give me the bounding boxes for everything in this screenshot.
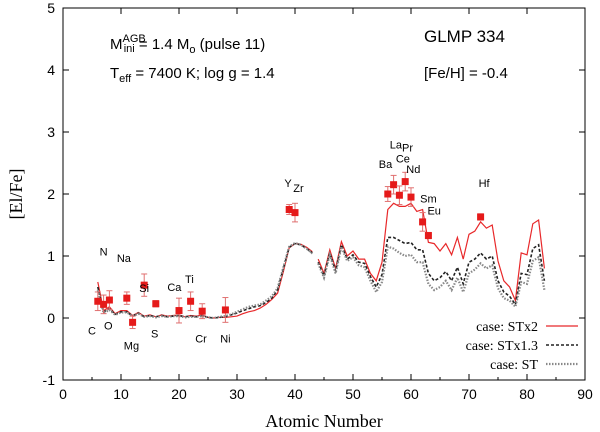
data-point-S: [152, 300, 160, 308]
x-tick-label: 90: [577, 386, 593, 402]
data-point-Eu: [424, 232, 432, 240]
x-tick-label: 20: [171, 386, 187, 402]
element-label-S: S: [151, 329, 158, 341]
x-tick-label: 70: [461, 386, 477, 402]
data-point-Cr: [198, 307, 206, 315]
data-point-Si: [140, 281, 148, 289]
element-label-Y: Y: [284, 178, 292, 190]
x-tick-label: 80: [519, 386, 535, 402]
element-label-Cr: Cr: [195, 333, 207, 345]
series-line-dashed-segment-1: [317, 236, 546, 307]
y-tick-labels: -1 0 1 2 3 4 5: [43, 0, 56, 388]
legend-label-dashed: case: STx1.3: [466, 339, 538, 354]
y-tick-label: 1: [47, 248, 55, 264]
y-tick-label: 2: [47, 186, 55, 202]
element-label-Nd: Nd: [406, 164, 420, 176]
data-point-Ba: [384, 190, 392, 198]
x-tick-label: 60: [403, 386, 419, 402]
x-tick-label: 10: [113, 386, 129, 402]
element-label-Ca: Ca: [167, 282, 182, 294]
element-label-Eu: Eu: [427, 206, 440, 218]
y-tick-label: 3: [47, 124, 55, 140]
data-point-Na: [123, 294, 131, 302]
element-label-La: La: [390, 139, 403, 151]
data-point-O: [105, 296, 113, 304]
series-line-solid-segment-1: [317, 202, 545, 303]
element-label-C: C: [88, 325, 96, 337]
legend-label-solid: case: STx2: [476, 320, 538, 335]
data-point-Nd: [407, 193, 415, 201]
x-axis-label: Atomic Number: [265, 411, 382, 431]
element-label-Ni: Ni: [220, 333, 230, 345]
teff-annotation: Teff = 7400 K; log g = 1.4: [110, 65, 275, 85]
x-tick-label: 50: [345, 386, 361, 402]
data-point-C: [94, 297, 102, 305]
y-tick-label: 5: [47, 0, 55, 16]
y-tick-label: -1: [43, 372, 56, 388]
data-point-Y: [285, 206, 293, 213]
element-label-Ce: Ce: [396, 154, 410, 166]
mass-annotation: MAGB ini = 1.4 Mo (pulse 11): [110, 33, 265, 56]
data-point-Pr: [401, 178, 409, 186]
element-label-Pr: Pr: [402, 143, 413, 155]
element-label-Ti: Ti: [185, 274, 194, 286]
element-label-Ba: Ba: [379, 159, 393, 171]
data-point-Ce: [395, 191, 403, 199]
data-point-Hf: [477, 213, 485, 221]
data-point-Sm: [419, 218, 427, 226]
y-tick-label: 4: [47, 62, 55, 78]
x-tick-label: 40: [287, 386, 303, 402]
y-tick-label: 0: [47, 310, 55, 326]
star-name: GLMP 334: [424, 27, 505, 46]
metallicity-annotation: [Fe/H] = -0.4: [424, 65, 508, 82]
data-point-Zr: [291, 209, 299, 217]
element-label-Na: Na: [117, 253, 132, 265]
element-label-Mg: Mg: [124, 340, 139, 352]
y-axis-label: [El/Fe]: [6, 169, 26, 220]
data-point-Ti: [187, 297, 195, 305]
data-point-Mg: [129, 318, 137, 326]
data-point-Ni: [221, 306, 229, 314]
data-point-Ca: [175, 307, 183, 315]
element-label-Hf: Hf: [479, 178, 491, 190]
data-point-La: [390, 181, 398, 189]
axis-ticks: [62, 7, 586, 381]
legend: case: STx2 case: STx1.3 case: ST: [466, 320, 578, 373]
legend-label-dotted: case: ST: [490, 358, 538, 373]
model-lines: [96, 202, 546, 320]
x-tick-labels: 0 10 20 30 40 50 60 70 80 90: [59, 386, 593, 402]
element-label-O: O: [104, 320, 113, 332]
data-point-N: [100, 300, 108, 308]
element-label-Sm: Sm: [420, 193, 437, 205]
element-label-N: N: [100, 247, 108, 259]
x-tick-label: 30: [229, 386, 245, 402]
x-tick-label: 0: [59, 386, 67, 402]
observation-points: [94, 171, 485, 330]
element-label-Si: Si: [139, 283, 149, 295]
element-label-Zr: Zr: [293, 183, 304, 195]
